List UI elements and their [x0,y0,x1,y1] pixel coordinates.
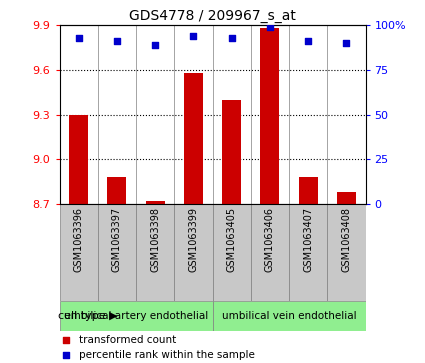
Bar [222,100,241,204]
Text: GSM1063406: GSM1063406 [265,207,275,272]
Point [266,24,273,30]
Bar [136,204,174,301]
Bar [212,301,366,331]
Bar [98,204,136,301]
Title: GDS4778 / 209967_s_at: GDS4778 / 209967_s_at [129,9,296,23]
Point [152,42,159,48]
Bar [337,192,356,204]
Bar [69,115,88,204]
Text: umbilical vein endothelial: umbilical vein endothelial [222,311,356,321]
Point [190,33,197,39]
Text: GSM1063407: GSM1063407 [303,207,313,272]
Bar [60,301,212,331]
Text: GSM1063398: GSM1063398 [150,207,160,272]
Point [228,35,235,41]
Bar [107,177,127,204]
Bar [327,204,366,301]
Text: umbilical artery endothelial: umbilical artery endothelial [64,311,208,321]
Text: GSM1063405: GSM1063405 [227,207,237,272]
Point [113,38,120,44]
Point [305,38,312,44]
Point [343,40,350,46]
Bar [251,204,289,301]
Text: GSM1063408: GSM1063408 [341,207,351,272]
Bar [174,204,212,301]
Text: GSM1063397: GSM1063397 [112,207,122,272]
Text: percentile rank within the sample: percentile rank within the sample [79,350,255,360]
Bar [60,204,98,301]
Point [62,337,69,343]
Bar [184,73,203,204]
Bar [145,201,164,204]
Point [75,35,82,41]
Text: cell type ▶: cell type ▶ [57,311,117,321]
Point [62,352,69,358]
Bar [260,28,280,204]
Text: GSM1063399: GSM1063399 [188,207,198,272]
Text: transformed count: transformed count [79,335,177,344]
Bar [298,177,317,204]
Bar [212,204,251,301]
Bar [289,204,327,301]
Text: GSM1063396: GSM1063396 [74,207,84,272]
